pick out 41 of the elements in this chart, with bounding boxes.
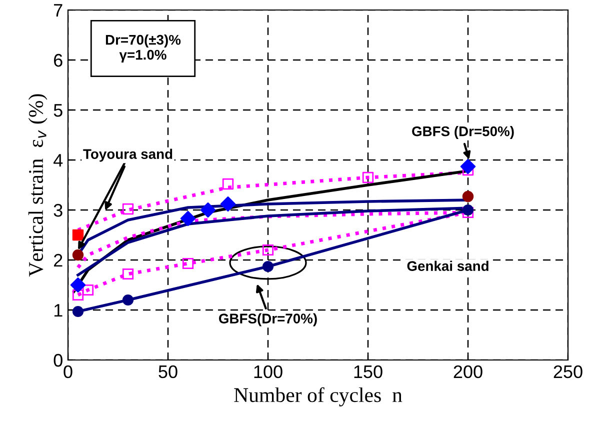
point [222, 178, 234, 190]
x-axis-title: Number of cycles n [234, 387, 402, 406]
point [220, 196, 236, 212]
x-tick-label: 50 [158, 365, 178, 378]
point [70, 277, 86, 293]
point [262, 244, 274, 256]
point [82, 284, 94, 296]
annotation: Genkai sand [407, 260, 488, 271]
point [122, 294, 134, 306]
point [182, 258, 194, 270]
y-tick-label: 5 [54, 104, 62, 117]
y-tick-label: 3 [54, 204, 62, 217]
y-tick-label: 6 [54, 54, 62, 67]
point [362, 172, 374, 184]
annotation: Dr=70(±3)% γ=1.0% [106, 34, 181, 62]
point [72, 229, 84, 241]
x-tick-label: 0 [64, 365, 72, 378]
point [462, 204, 474, 216]
point [460, 158, 476, 174]
x-tick-label: 200 [454, 365, 482, 378]
point [462, 190, 474, 202]
point [72, 289, 84, 301]
point [200, 202, 216, 218]
point [122, 268, 134, 280]
annotation: GBFS(Dr=70%) [218, 313, 317, 326]
x-tick-label: 250 [554, 365, 582, 378]
point [72, 249, 84, 261]
x-tick-label: 150 [354, 365, 382, 378]
y-tick-label: 2 [54, 254, 62, 267]
y-tick-label: 7 [54, 4, 62, 17]
y-axis-title: Vertical strain ε$_{v}$ (%) [28, 94, 48, 277]
y-tick-label: 1 [54, 304, 62, 317]
x-tick-label: 100 [254, 365, 282, 378]
point [180, 210, 196, 226]
annotation: GBFS (Dr=50%) [412, 126, 514, 139]
point [262, 260, 274, 272]
point [122, 203, 134, 215]
annotation: Toyoura sand [83, 148, 172, 162]
y-tick-label: 4 [54, 154, 63, 167]
y-tick-label: 0 [54, 354, 62, 367]
point [72, 306, 84, 318]
